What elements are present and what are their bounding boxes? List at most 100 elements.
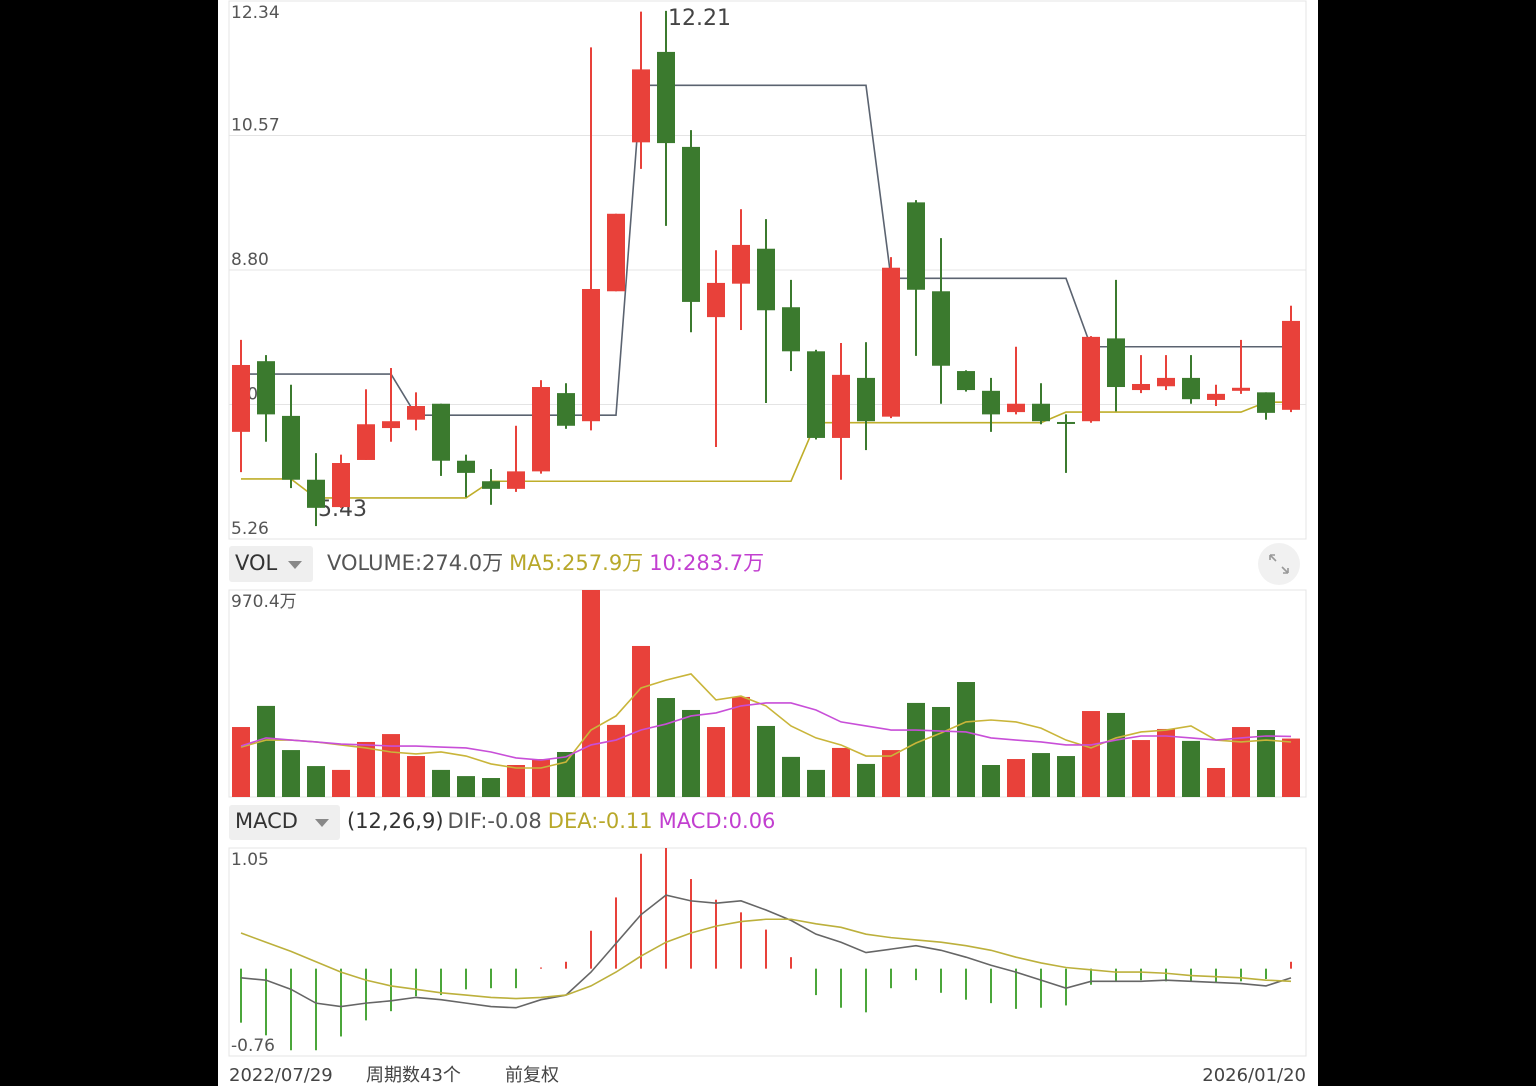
candle-body <box>632 69 650 143</box>
volume-bar <box>957 682 975 797</box>
candle-body <box>1157 377 1175 387</box>
volume-bar <box>657 698 675 797</box>
volume-bar <box>382 734 400 797</box>
indicator-params: (12,26,9) <box>347 809 444 833</box>
high-mark: 12.21 <box>668 6 731 31</box>
candle-body <box>507 471 525 489</box>
legend-entry: DEA:-0.11 <box>548 809 653 833</box>
legend-entry: VOLUME:274.0万 <box>327 551 503 575</box>
candle-body <box>257 361 275 415</box>
candle-body <box>282 415 300 480</box>
y-tick-label: 5.26 <box>231 519 269 539</box>
candle-body <box>307 479 325 508</box>
candle-body <box>1007 403 1025 413</box>
volume-bar <box>1132 740 1150 797</box>
candle-body <box>807 351 825 438</box>
candle-body <box>657 51 675 144</box>
candle-body <box>907 202 925 290</box>
volume-bar <box>407 756 425 797</box>
volume-bar <box>857 763 875 797</box>
candle-body <box>782 307 800 352</box>
x-tick-label: 2022/07/29 <box>229 1065 333 1086</box>
candle-body <box>607 213 625 292</box>
panel <box>218 0 1318 1086</box>
volume-bar <box>707 727 725 797</box>
volume-bar <box>557 751 575 797</box>
candle-body <box>1057 421 1075 424</box>
volume-bar <box>482 778 500 797</box>
indicator-selector[interactable] <box>229 805 340 840</box>
legend-entry: DIF:-0.08 <box>448 809 542 833</box>
y-tick-label: 1.05 <box>231 850 269 870</box>
volume-bar <box>1182 740 1200 797</box>
y-tick-label: -0.76 <box>231 1036 275 1056</box>
dropdown-arrow <box>315 819 329 827</box>
volume-bar <box>457 776 475 797</box>
candle-body <box>232 364 250 432</box>
y-tick-label: 10.57 <box>231 116 280 136</box>
candle-body <box>1232 387 1250 391</box>
volume-bar <box>282 750 300 797</box>
volume-bar <box>807 769 825 797</box>
volume-bar <box>307 766 325 797</box>
volume-bar <box>732 696 750 797</box>
volume-bar <box>1282 738 1300 797</box>
candle-body <box>532 387 550 472</box>
candle-body <box>457 460 475 473</box>
dropdown-arrow <box>288 561 302 569</box>
volume-bar <box>632 645 650 797</box>
indicator-name: VOL <box>235 551 278 575</box>
volume-bar <box>982 765 1000 797</box>
candle-body <box>407 406 425 420</box>
expand-circle[interactable] <box>1258 543 1300 585</box>
candle-body <box>1182 377 1200 400</box>
expand-icon <box>1269 554 1289 574</box>
volume-bar <box>1032 753 1050 797</box>
indicator-line <box>240 894 1292 1009</box>
volume-bar <box>1007 759 1025 797</box>
x-tick-label: 2026/01/20 <box>1202 1065 1306 1086</box>
volume-bar <box>432 769 450 797</box>
candle-body <box>857 377 875 422</box>
indicator-line <box>240 918 1292 1000</box>
volume-bar <box>1107 712 1125 797</box>
indicator-line <box>241 401 1291 499</box>
candle-body <box>432 403 450 461</box>
candle-body <box>832 374 850 438</box>
candle-body <box>1257 392 1275 413</box>
candle-body <box>957 371 975 391</box>
candle-body <box>382 421 400 429</box>
candle-body <box>682 146 700 302</box>
y-tick-label: 970.4万 <box>231 592 297 612</box>
volume-bar <box>232 727 250 797</box>
volume-bar <box>357 741 375 797</box>
volume-bar <box>1257 730 1275 797</box>
expand-button[interactable] <box>1258 543 1300 585</box>
candle-body <box>582 288 600 422</box>
period-count: 周期数43个 <box>366 1065 461 1086</box>
volume-bar <box>507 765 525 797</box>
indicator-line <box>240 673 1292 769</box>
volume-bar <box>782 756 800 797</box>
candle-body <box>1132 383 1150 391</box>
candle-body <box>332 463 350 508</box>
volume-bar <box>832 747 850 797</box>
legend-entry: 10:283.7万 <box>649 551 764 575</box>
candle-body <box>1207 393 1225 400</box>
candle-body <box>1107 338 1125 388</box>
candle-body <box>1282 320 1300 410</box>
volume-bar <box>682 709 700 797</box>
indicator-selector[interactable] <box>229 546 313 582</box>
volume-bar <box>757 725 775 797</box>
candle-body <box>982 390 1000 415</box>
volume-bar <box>882 750 900 797</box>
volume-bar <box>532 759 550 797</box>
volume-bar <box>582 590 600 797</box>
candle-body <box>357 424 375 460</box>
volume-bar <box>332 769 350 797</box>
candle-body <box>1082 336 1100 422</box>
volume-bar <box>1057 756 1075 797</box>
candle-body <box>1032 403 1050 422</box>
candle-body <box>482 481 500 489</box>
